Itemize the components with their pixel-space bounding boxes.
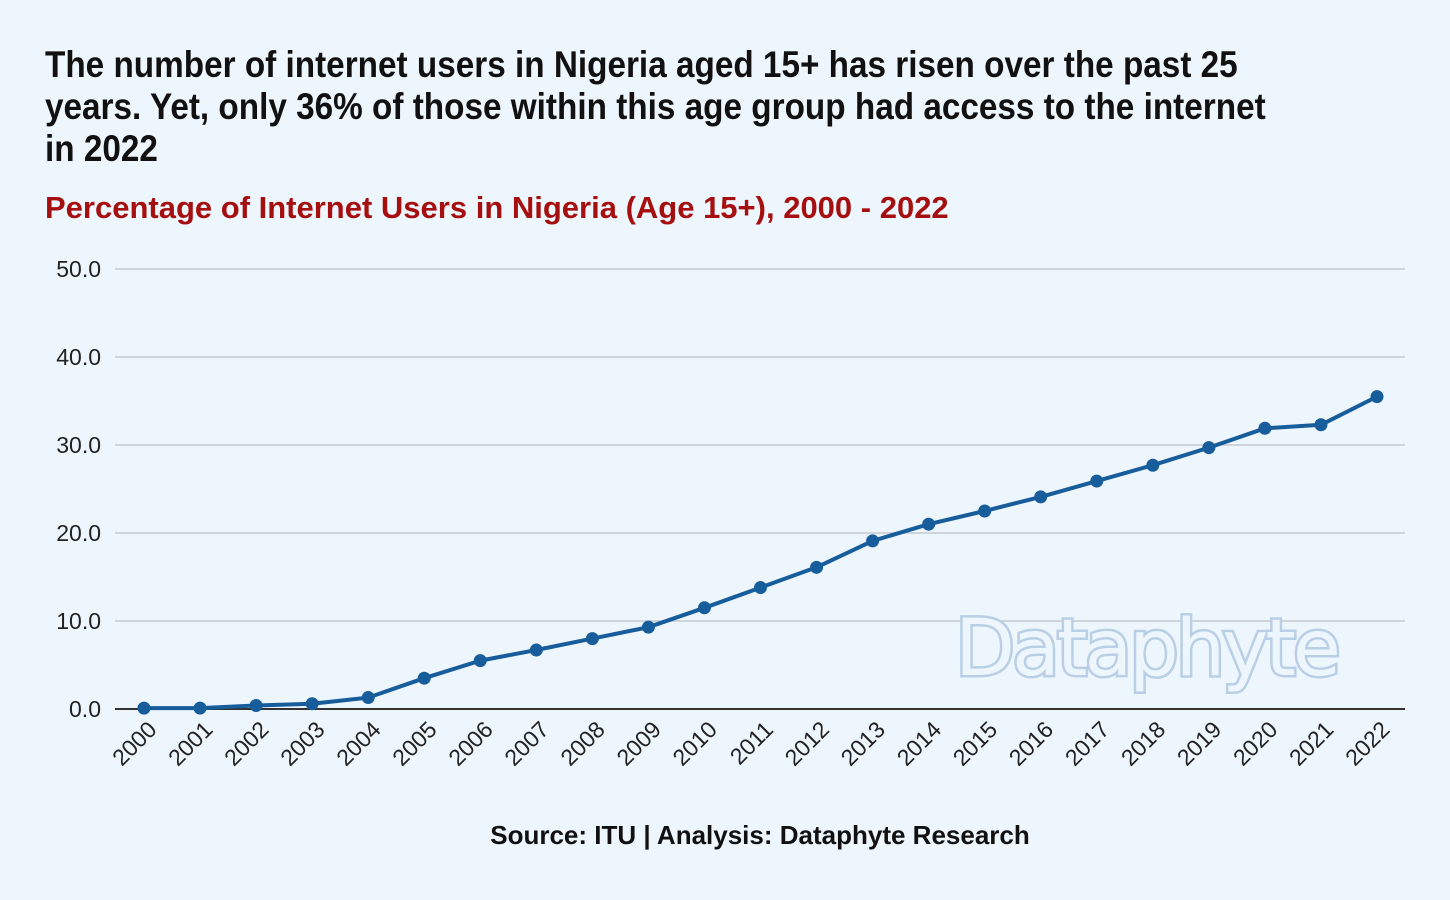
data-point bbox=[361, 691, 375, 705]
y-tick-label: 10.0 bbox=[56, 608, 101, 634]
x-tick-label: 2002 bbox=[219, 716, 274, 771]
y-tick-label: 30.0 bbox=[56, 432, 101, 458]
x-tick-label: 2013 bbox=[836, 716, 891, 771]
data-point bbox=[697, 601, 711, 615]
gridlines bbox=[115, 268, 1405, 622]
data-point bbox=[754, 581, 767, 595]
data-point bbox=[1090, 474, 1104, 488]
x-tick-label: 2006 bbox=[443, 716, 498, 771]
x-tick-label: 2007 bbox=[499, 716, 554, 771]
x-axis-ticks: 2000 2001 2002 2003 2004 2005 2006 2007 2008 2009… bbox=[107, 716, 1395, 771]
data-point bbox=[922, 517, 936, 531]
x-tick-label: 2000 bbox=[107, 716, 162, 771]
chart-title: Percentage of Internet Users in Nigeria … bbox=[45, 190, 949, 225]
data-point bbox=[193, 701, 207, 715]
x-tick-label: 2014 bbox=[892, 716, 947, 771]
y-axis-ticks: 0.0 10.0 20.0 30.0 40.0 50.0 bbox=[56, 256, 101, 722]
y-tick-label: 50.0 bbox=[56, 256, 101, 282]
x-tick-label: 2020 bbox=[1228, 716, 1283, 771]
x-tick-label: 2019 bbox=[1172, 716, 1227, 771]
x-tick-label: 2008 bbox=[555, 716, 610, 771]
y-tick-label: 20.0 bbox=[56, 520, 101, 546]
data-point bbox=[1258, 421, 1272, 435]
watermark-logo: Dataphyte bbox=[955, 604, 1338, 694]
headline: The number of internet users in Nigeria … bbox=[45, 44, 1266, 169]
x-tick-label: 2021 bbox=[1284, 716, 1339, 771]
x-tick-label: 2012 bbox=[780, 716, 835, 771]
x-tick-label: 2015 bbox=[948, 716, 1003, 771]
y-tick-label: 40.0 bbox=[56, 344, 101, 370]
x-tick-label: 2001 bbox=[163, 716, 218, 771]
data-point bbox=[810, 560, 824, 574]
data-point bbox=[585, 632, 599, 646]
data-point bbox=[1034, 490, 1048, 504]
data-point bbox=[1202, 441, 1216, 455]
data-point bbox=[305, 697, 319, 711]
data-point bbox=[641, 620, 655, 634]
x-tick-label: 2010 bbox=[667, 716, 722, 771]
data-point bbox=[529, 643, 543, 657]
y-tick-label: 0.0 bbox=[69, 696, 101, 722]
x-tick-label: 2018 bbox=[1116, 716, 1171, 771]
data-point bbox=[866, 534, 880, 548]
x-tick-label: 2004 bbox=[331, 716, 386, 771]
data-point bbox=[473, 654, 487, 668]
x-tick-label: 2011 bbox=[725, 716, 778, 769]
data-point bbox=[1146, 458, 1160, 472]
x-tick-label: 2005 bbox=[387, 716, 442, 771]
x-tick-label: 2016 bbox=[1004, 716, 1059, 771]
series-points bbox=[137, 390, 1384, 715]
data-point bbox=[978, 504, 992, 518]
data-point bbox=[137, 701, 151, 715]
x-tick-label: 2009 bbox=[611, 716, 666, 771]
x-tick-label: 2003 bbox=[275, 716, 330, 771]
data-point bbox=[1314, 418, 1328, 432]
source-note: Source: ITU | Analysis: Dataphyte Resear… bbox=[490, 820, 1030, 850]
data-point bbox=[1370, 390, 1384, 404]
x-tick-label: 2022 bbox=[1340, 716, 1395, 771]
data-point bbox=[249, 698, 263, 712]
x-tick-label: 2017 bbox=[1060, 716, 1115, 771]
data-point bbox=[417, 671, 431, 685]
